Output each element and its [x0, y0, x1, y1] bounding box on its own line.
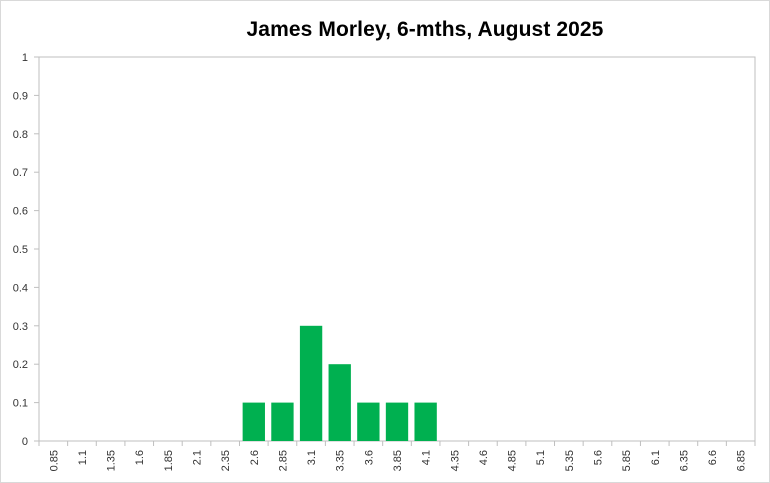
x-tick-label: 5.35: [564, 450, 576, 471]
x-tick-label: 3.35: [335, 450, 347, 471]
y-tick-label: 0.8: [13, 129, 28, 141]
x-tick-label: 4.85: [507, 450, 519, 471]
bar-2.6: [242, 402, 265, 441]
y-axis: 0 0.1 0.2 0.3 0.4 0.5 0.6 0.7 0.8 0.9 1: [13, 52, 39, 448]
x-tick-label: 6.35: [678, 450, 690, 471]
x-tick-label: 5.85: [621, 450, 633, 471]
x-tick-label: 1.1: [77, 450, 89, 465]
y-tick-label: 0.3: [13, 321, 28, 333]
x-tick-label: 0.85: [48, 450, 60, 471]
x-tick-label: 2.85: [277, 450, 289, 471]
y-tick-label: 1: [22, 52, 28, 64]
y-tick-label: 0.9: [13, 90, 28, 102]
bars: [242, 325, 437, 441]
y-tick-label: 0.6: [13, 206, 28, 218]
x-tick-label: 1.6: [134, 450, 146, 465]
x-tick-label: 1.85: [163, 450, 175, 471]
bar-3.35: [328, 364, 351, 441]
y-tick-label: 0.1: [13, 398, 28, 410]
x-tick-label: 2.6: [249, 450, 261, 465]
y-tick-label: 0.2: [13, 359, 28, 371]
bar-4.1: [414, 402, 437, 441]
chart-title: James Morley, 6-mths, August 2025: [246, 18, 604, 41]
bar-3.1: [299, 325, 323, 441]
plot-area: [38, 56, 756, 442]
x-tick-label: 3.6: [363, 450, 375, 465]
bar-2.85: [271, 402, 294, 441]
x-tick-label: 5.1: [535, 450, 547, 465]
x-tick-label: 2.35: [220, 450, 232, 471]
bar-3.85: [385, 402, 409, 441]
x-tick-label: 6.6: [707, 450, 719, 465]
x-tick-label: 6.85: [736, 450, 748, 471]
x-tick-label: 1.35: [106, 450, 118, 471]
x-tick-label: 4.6: [478, 450, 490, 465]
bar-3.6: [357, 402, 380, 441]
y-tick-label: 0.5: [13, 244, 28, 256]
x-tick-label: 2.1: [192, 450, 204, 465]
y-tick-label: 0.4: [13, 282, 28, 294]
y-tick-label: 0: [22, 436, 28, 448]
x-tick-label: 3.1: [306, 450, 318, 465]
x-tick-label: 5.6: [592, 450, 604, 465]
x-tick-label: 4.35: [449, 450, 461, 471]
x-tick-label: 3.85: [392, 450, 404, 471]
x-axis: 0.85 1.1 1.35 1.6 1.85 2.1 2.35 2.6 2.85 3.1 3.35 3…: [38, 441, 756, 471]
y-tick-label: 0.7: [13, 167, 28, 179]
x-tick-label: 6.1: [650, 450, 662, 465]
x-tick-label: 4.1: [421, 450, 433, 465]
